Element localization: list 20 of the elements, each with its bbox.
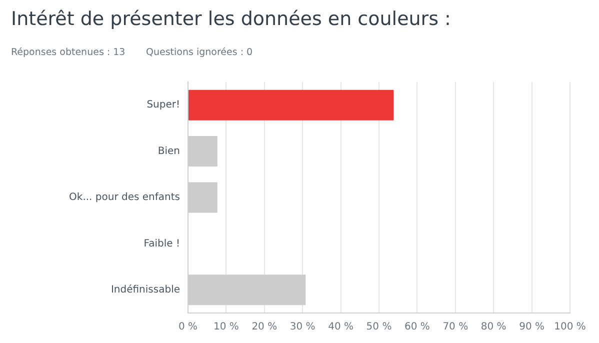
x-tick-label: 10 % [213, 322, 239, 333]
x-tick-label: 100 % [554, 322, 586, 333]
y-tick-label: Faible ! [144, 238, 180, 250]
x-tick-label: 20 % [252, 322, 278, 333]
y-tick-label: Indéfinissable [110, 284, 180, 296]
x-tick-label: 50 % [366, 322, 392, 333]
text: Réponses obtenues : 13 [11, 47, 126, 58]
bar [188, 90, 394, 120]
text: Questions ignorées : 0 [146, 47, 253, 58]
y-tick-label: Ok... pour des enfants [69, 192, 180, 204]
x-tick-label: 0 % [178, 322, 198, 333]
x-tick-label: 80 % [480, 322, 506, 333]
x-tick-label: 40 % [328, 322, 354, 333]
y-tick-label: Super! [146, 100, 180, 111]
chart-title: Intérêt de présenter les données en couleurs : [11, 8, 451, 30]
x-tick-label: 30 % [290, 322, 316, 333]
x-tick-label: 90 % [519, 322, 545, 333]
x-tick-label: 60 % [404, 322, 430, 333]
x-tick-label: 70 % [442, 322, 468, 333]
y-tick-label: Bien [158, 146, 180, 157]
